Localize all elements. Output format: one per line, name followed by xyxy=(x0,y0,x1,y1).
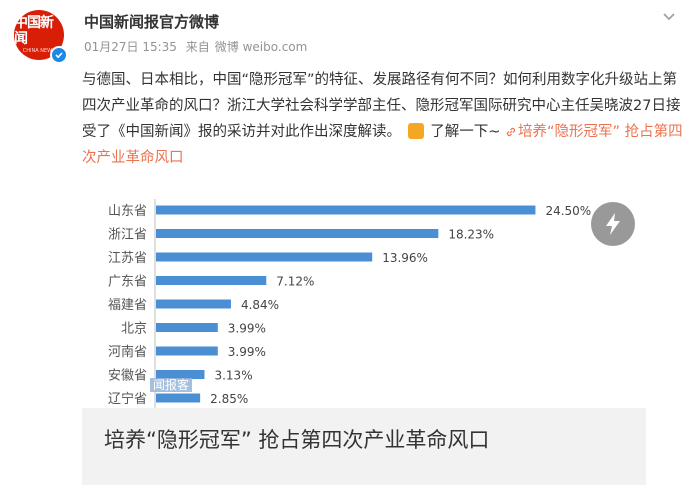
username[interactable]: 中国新闻报官方微博 xyxy=(84,13,220,31)
value-label: 3.99% xyxy=(228,322,266,336)
bar xyxy=(156,299,231,309)
watermark: 闻报客 xyxy=(150,378,193,392)
post-source[interactable]: 微博 weibo.com xyxy=(214,40,308,54)
category-label: 河南省 xyxy=(108,344,147,360)
bar xyxy=(156,205,536,215)
category-label: 辽宁省 xyxy=(108,391,147,407)
value-label: 13.96% xyxy=(382,251,428,265)
bar xyxy=(156,393,201,403)
bar-chart: 山东省 24.50% 浙江省 18.23% 江苏省 13.96% 广东省 7.12% 福建省 4.… xyxy=(108,199,591,415)
value-label: 7.12% xyxy=(276,275,314,289)
article-card[interactable]: 山东省 24.50% 浙江省 18.23% 江苏省 13.96% 广东省 7.12% 福建省 4.… xyxy=(82,193,646,485)
avatar-logo-subtext: CHINA NEWS xyxy=(22,48,56,54)
avatar[interactable]: 中国新闻 CHINA NEWS xyxy=(14,10,64,60)
value-label: 3.99% xyxy=(228,345,266,359)
category-label: 江苏省 xyxy=(108,250,147,266)
verified-icon xyxy=(50,46,68,64)
bar xyxy=(156,346,218,356)
category-label: 安徽省 xyxy=(108,369,147,384)
article-link[interactable]: 培养“隐形冠军” 抢占第四次产业革命风口 xyxy=(82,124,683,166)
category-label: 北京 xyxy=(121,322,147,337)
value-label: 18.23% xyxy=(448,228,494,242)
post-timestamp[interactable]: 01月27日 15:35 xyxy=(84,40,177,54)
bar xyxy=(156,252,373,262)
post-body: 与德国、日本相比，中国“隐形冠军”的特征、发展路径有何不同？如何利用数字化升级站… xyxy=(82,72,681,140)
category-label: 广东省 xyxy=(108,275,147,290)
lightning-icon xyxy=(606,213,620,235)
emoji-icon xyxy=(407,123,424,139)
post-suffix: 了解一下~ xyxy=(430,124,501,140)
bar xyxy=(156,323,218,332)
value-label: 3.13% xyxy=(214,369,252,383)
bar xyxy=(156,276,267,285)
post-meta: 01月27日 15:35 来自 微博 weibo.com xyxy=(84,38,312,55)
link-icon xyxy=(506,127,516,137)
category-label: 山东省 xyxy=(108,204,147,219)
chevron-down-icon xyxy=(663,13,675,21)
article-link-text[interactable]: 培养“隐形冠军” 抢占第四次产业革命风口 xyxy=(82,124,683,166)
bar xyxy=(156,370,205,379)
card-caption[interactable]: 培养“隐形冠军” 抢占第四次产业革命风口 xyxy=(82,408,646,485)
category-label: 浙江省 xyxy=(108,228,147,243)
post-text: 与德国、日本相比，中国“隐形冠军”的特征、发展路径有何不同？如何利用数字化升级站… xyxy=(82,67,684,171)
bar xyxy=(156,229,439,238)
category-label: 福建省 xyxy=(108,298,147,313)
more-button[interactable] xyxy=(660,8,678,26)
play-button[interactable] xyxy=(591,202,635,246)
source-prefix: 来自 xyxy=(185,40,210,54)
value-label: 24.50% xyxy=(545,204,591,218)
value-label: 2.85% xyxy=(210,392,248,406)
value-label: 4.84% xyxy=(241,298,279,312)
card-image[interactable]: 山东省 24.50% 浙江省 18.23% 江苏省 13.96% 广东省 7.12% 福建省 4.… xyxy=(82,193,646,415)
card-caption-text[interactable]: 培养“隐形冠军” 抢占第四次产业革命风口 xyxy=(104,428,490,452)
avatar-logo-text: 中国新闻 xyxy=(14,15,54,47)
